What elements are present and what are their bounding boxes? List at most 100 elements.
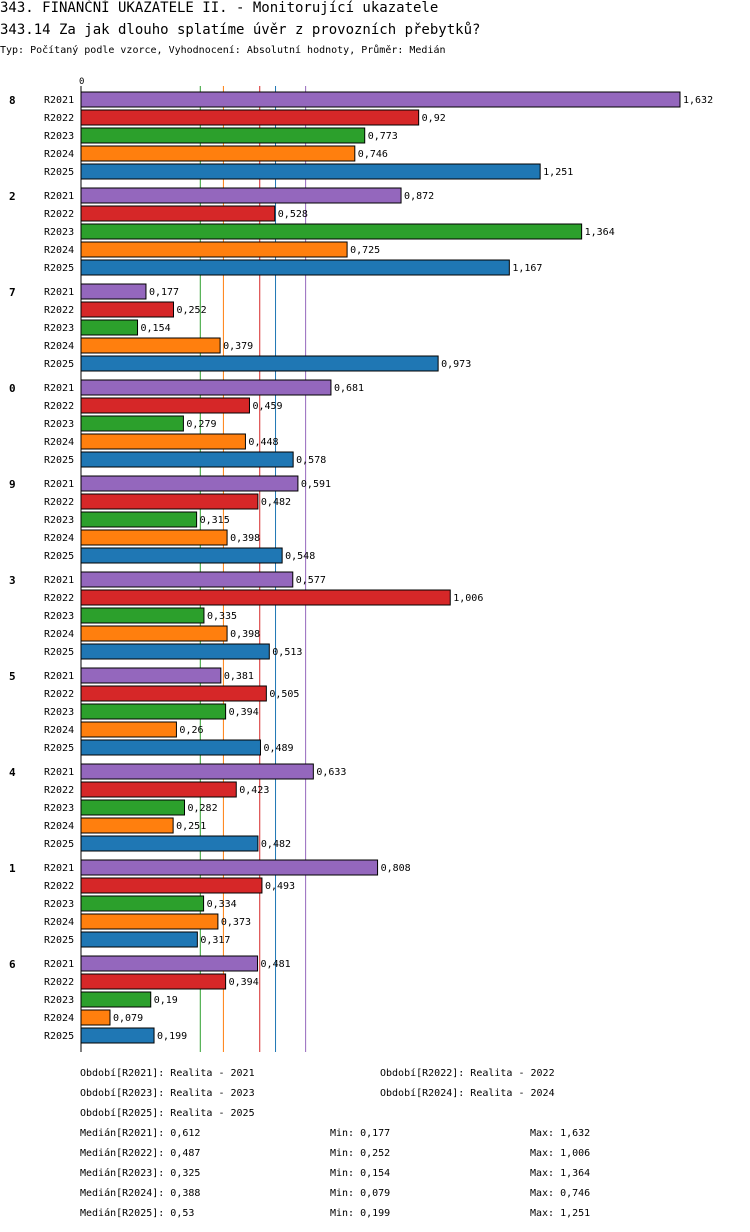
bar-4-r2024 (80, 817, 174, 834)
legend-min-r2024: Min: 0,079 (330, 1188, 391, 1199)
bar-value-label: 0,199 (157, 1031, 187, 1042)
bar-value-label: 0,973 (441, 359, 471, 370)
series-label: R2022 (44, 401, 74, 412)
series-label: R2021 (44, 767, 74, 778)
bar-8-r2023 (80, 127, 366, 144)
group-label-0: 0 (9, 382, 16, 395)
series-label: R2022 (44, 689, 74, 700)
legend-max-r2024: Max: 0,746 (530, 1188, 591, 1199)
bar-0-r2023 (80, 415, 184, 432)
series-label: R2021 (44, 863, 74, 874)
bar-value-label: 0,505 (269, 689, 299, 700)
legend-period-r2024: Období[R2024]: Realita - 2024 (380, 1088, 555, 1099)
bar-value-label: 0,459 (252, 401, 282, 412)
bar-value-label: 0,394 (229, 707, 259, 718)
bar-value-label: 0,19 (154, 995, 178, 1006)
series-label: R2025 (44, 743, 74, 754)
series-label: R2023 (44, 995, 74, 1006)
series-label: R2021 (44, 959, 74, 970)
bar-value-label: 0,493 (265, 881, 295, 892)
bar-9-r2022 (80, 493, 259, 510)
legend-max-r2021: Max: 1,632 (530, 1128, 591, 1139)
series-label: R2022 (44, 209, 74, 220)
bar-4-r2025 (80, 835, 259, 852)
group-label-6: 6 (9, 958, 16, 971)
bar-value-label: 0,92 (422, 113, 446, 124)
bar-5-r2025 (80, 739, 261, 756)
bar-0-r2024 (80, 433, 246, 450)
series-label: R2021 (44, 383, 74, 394)
group-label-2: 2 (9, 190, 16, 203)
bar-value-label: 0,481 (261, 959, 291, 970)
bar-7-r2024 (80, 337, 221, 354)
bar-1-r2024 (80, 913, 219, 930)
legend-max-r2023: Max: 1,364 (530, 1168, 591, 1179)
series-label: R2024 (44, 149, 74, 160)
series-label: R2022 (44, 593, 74, 604)
legend-min-r2022: Min: 0,252 (330, 1148, 391, 1159)
bar-7-r2025 (80, 355, 439, 372)
series-label: R2023 (44, 419, 74, 430)
bar-1-r2022 (80, 877, 263, 894)
bar-5-r2023 (80, 703, 227, 720)
bar-value-label: 0,398 (230, 629, 260, 640)
series-label: R2021 (44, 191, 74, 202)
bar-value-label: 0,079 (113, 1013, 143, 1024)
bar-6-r2023 (80, 991, 152, 1008)
bar-value-label: 0,482 (261, 839, 291, 850)
bar-value-label: 0,177 (149, 287, 179, 298)
bar-value-label: 0,154 (141, 323, 171, 334)
bar-3-r2025 (80, 643, 270, 660)
series-label: R2021 (44, 479, 74, 490)
bar-value-label: 0,513 (272, 647, 302, 658)
bar-5-r2022 (80, 685, 267, 702)
series-label: R2024 (44, 917, 74, 928)
series-label: R2025 (44, 359, 74, 370)
bar-8-r2021 (80, 91, 681, 108)
bar-value-label: 0,489 (263, 743, 293, 754)
series-label: R2023 (44, 227, 74, 238)
bar-value-label: 0,808 (381, 863, 411, 874)
legend-median-r2022: Medián[R2022]: 0,487 (80, 1148, 201, 1159)
series-label: R2022 (44, 881, 74, 892)
series-label: R2021 (44, 671, 74, 682)
legend-max-r2022: Max: 1,006 (530, 1148, 591, 1159)
series-label: R2024 (44, 341, 74, 352)
bar-value-label: 0,591 (301, 479, 331, 490)
bar-value-label: 1,364 (585, 227, 615, 238)
series-label: R2025 (44, 263, 74, 274)
bar-value-label: 0,335 (207, 611, 237, 622)
bar-2-r2023 (80, 223, 583, 240)
bar-3-r2023 (80, 607, 205, 624)
legend-median-r2023: Medián[R2023]: 0,325 (80, 1168, 201, 1179)
bar-value-label: 0,482 (261, 497, 291, 508)
bar-1-r2021 (80, 859, 379, 876)
bar-value-label: 1,006 (453, 593, 483, 604)
bar-value-label: 0,381 (224, 671, 254, 682)
group-label-8: 8 (9, 94, 16, 107)
chart-subtitle: 343.14 Za jak dlouho splatíme úvěr z pro… (0, 22, 481, 38)
bar-value-label: 0,379 (223, 341, 253, 352)
legend-median-r2021: Medián[R2021]: 0,612 (80, 1128, 201, 1139)
series-label: R2021 (44, 95, 74, 106)
bar-value-label: 0,725 (350, 245, 380, 256)
bar-3-r2024 (80, 625, 228, 642)
bar-9-r2023 (80, 511, 198, 528)
bar-2-r2024 (80, 241, 348, 258)
bar-5-r2024 (80, 721, 177, 738)
bar-value-label: 1,632 (683, 95, 713, 106)
series-label: R2024 (44, 629, 74, 640)
series-label: R2024 (44, 821, 74, 832)
bar-value-label: 0,633 (316, 767, 346, 778)
bar-value-label: 0,746 (358, 149, 388, 160)
bar-value-label: 0,317 (200, 935, 230, 946)
bar-value-label: 0,548 (285, 551, 315, 562)
bar-0-r2025 (80, 451, 294, 468)
series-label: R2022 (44, 113, 74, 124)
series-label: R2021 (44, 287, 74, 298)
axis-zero-label: 0 (79, 77, 84, 87)
bar-value-label: 0,528 (278, 209, 308, 220)
legend-min-r2023: Min: 0,154 (330, 1168, 391, 1179)
page-title: 343. FINANČNÍ UKAZATELE II. - Monitorují… (0, 0, 439, 16)
bar-8-r2025 (80, 163, 541, 180)
